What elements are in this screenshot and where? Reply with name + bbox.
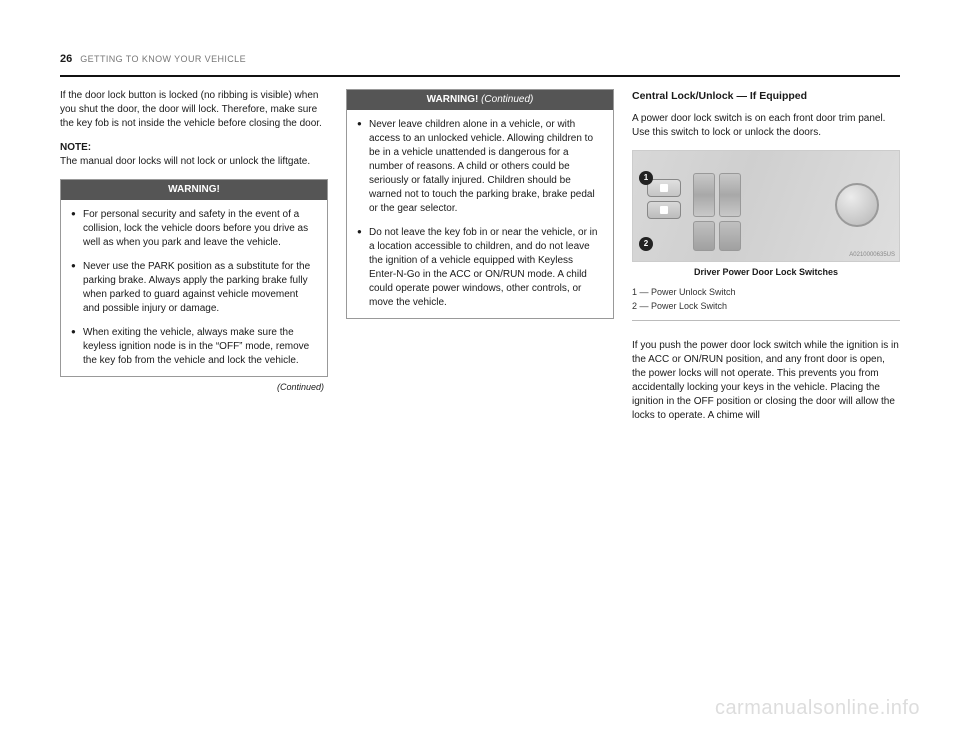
warning-title-2: WARNING! xyxy=(427,94,479,105)
intro-text: If the door lock button is locked (no ri… xyxy=(60,89,328,131)
column-left: If the door lock button is locked (no ri… xyxy=(60,89,328,432)
section-subheading: Central Lock/Unlock — If Equipped xyxy=(632,89,900,104)
continued-label: (Continued) xyxy=(60,381,328,394)
lock-button-shape xyxy=(647,201,681,219)
watermark: carmanualsonline.info xyxy=(715,694,920,722)
warning-item: Do not leave the key fob in or near the … xyxy=(357,226,603,310)
manual-page: 26 GETTING TO KNOW YOUR VEHICLE If the d… xyxy=(0,0,960,463)
callout-marker-2: 2 xyxy=(639,237,653,251)
window-rockers-rear xyxy=(693,221,741,251)
warning-continued: (Continued) xyxy=(481,94,533,105)
warning-box-2: WARNING! (Continued) Never leave childre… xyxy=(346,89,614,319)
callout-marker-1: 1 xyxy=(639,171,653,185)
rocker-switch xyxy=(693,173,715,217)
warning-item: Never use the PARK position as a substit… xyxy=(71,260,317,316)
image-code: A0210000635US xyxy=(849,251,895,259)
warning-header-2: WARNING! (Continued) xyxy=(347,90,613,110)
warning-item: Never leave children alone in a vehicle,… xyxy=(357,118,603,216)
legend-item: 1 — Power Unlock Switch xyxy=(632,285,900,300)
warning-body-2: Never leave children alone in a vehicle,… xyxy=(347,110,613,318)
column-middle: WARNING! (Continued) Never leave childre… xyxy=(346,89,614,432)
note-body: The manual door locks will not lock or u… xyxy=(60,156,310,167)
column-right: Central Lock/Unlock — If Equipped A powe… xyxy=(632,89,900,432)
door-switch-figure: 1 2 A0210000635US xyxy=(632,150,900,262)
rocker-switch xyxy=(719,173,741,217)
figure-legend: 1 — Power Unlock Switch 2 — Power Lock S… xyxy=(632,285,900,321)
rocker-switch xyxy=(693,221,715,251)
lock-button-group xyxy=(647,179,681,223)
warning-body-1: For personal security and safety in the … xyxy=(61,200,327,376)
warning-item: When exiting the vehicle, always make su… xyxy=(71,326,317,368)
warning-item: For personal security and safety in the … xyxy=(71,208,317,250)
mirror-dial xyxy=(835,183,879,227)
section-intro: A power door lock switch is on each fron… xyxy=(632,112,900,140)
warning-header-1: WARNING! xyxy=(61,180,327,200)
warning-box-1: WARNING! For personal security and safet… xyxy=(60,179,328,377)
content-columns: If the door lock button is locked (no ri… xyxy=(60,89,900,432)
tail-text: If you push the power door lock switch w… xyxy=(632,339,900,423)
unlock-button-shape xyxy=(647,179,681,197)
window-rockers-front xyxy=(693,173,741,217)
note-block: NOTE: The manual door locks will not loc… xyxy=(60,141,328,169)
figure-caption: Driver Power Door Lock Switches xyxy=(632,266,900,279)
page-header: 26 GETTING TO KNOW YOUR VEHICLE xyxy=(60,52,900,67)
page-number: 26 xyxy=(60,52,72,67)
header-divider xyxy=(60,75,900,77)
note-label: NOTE: xyxy=(60,142,91,153)
rocker-switch xyxy=(719,221,741,251)
legend-item: 2 — Power Lock Switch xyxy=(632,299,900,314)
chapter-title: GETTING TO KNOW YOUR VEHICLE xyxy=(80,53,246,66)
